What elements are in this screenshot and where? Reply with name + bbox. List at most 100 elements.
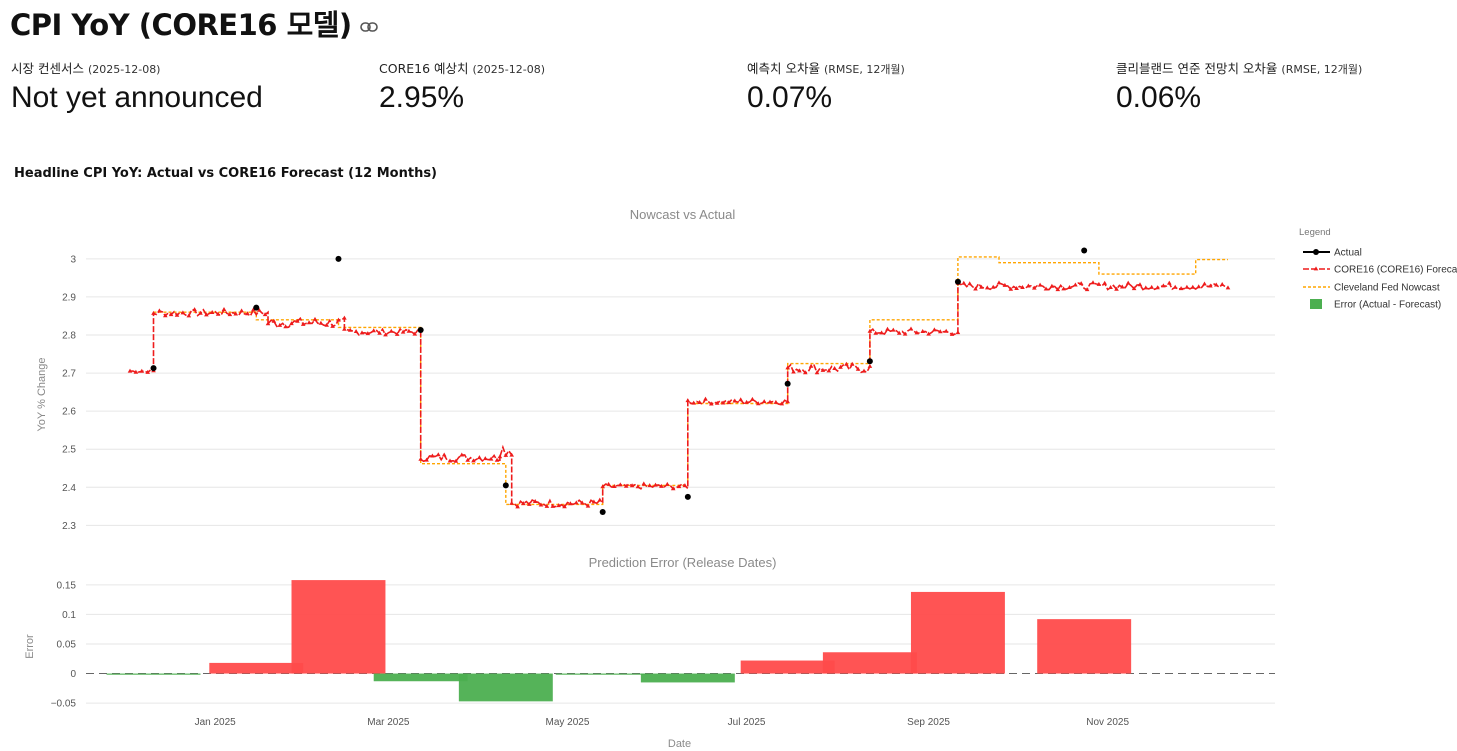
forecast-marker	[503, 452, 509, 457]
cpi-chart[interactable]: 2.3 2.4 2.5 2.6 2.7 2.8 2.9 3 −0.05 0 0.05 0.1 0.15 J…	[0, 191, 1457, 751]
error-bar	[740, 660, 835, 674]
error-bar	[822, 652, 917, 674]
y-tick-label: 2.6	[62, 407, 76, 418]
forecast-marker	[157, 308, 162, 313]
forecast-marker	[383, 332, 388, 337]
forecast-marker	[932, 327, 937, 332]
forecast-marker	[186, 313, 192, 318]
forecast-marker	[515, 504, 520, 509]
forecast-marker	[139, 368, 145, 373]
error-bar	[373, 673, 468, 682]
forecast-marker	[826, 368, 832, 373]
core16-forecast-line	[129, 281, 1229, 509]
x-tick-label: Mar 2025	[367, 717, 410, 728]
error-bar	[291, 580, 386, 674]
forecast-marker	[1219, 282, 1225, 286]
actual-point	[417, 327, 424, 334]
forecast-marker	[371, 328, 376, 333]
forecast-marker	[1073, 282, 1078, 287]
error-bar	[106, 673, 201, 675]
forecast-marker	[726, 400, 732, 405]
forecast-marker	[691, 400, 696, 405]
forecast-marker	[556, 503, 561, 508]
forecast-marker	[453, 458, 459, 463]
forecast-marker	[1008, 286, 1014, 291]
forecast-marker	[1043, 286, 1049, 291]
forecast-marker	[233, 311, 238, 316]
legend-item-label: Error (Actual - Forecast)	[1334, 300, 1441, 311]
forecast-marker	[1125, 280, 1131, 285]
forecast-marker	[574, 500, 579, 505]
y-tick-label: 2.7	[62, 369, 76, 380]
forecast-marker	[295, 318, 300, 323]
forecast-marker	[1131, 286, 1137, 291]
forecast-marker	[418, 456, 423, 461]
forecast-marker	[239, 308, 244, 313]
forecast-marker	[353, 329, 359, 333]
forecast-marker	[459, 452, 465, 457]
forecast-marker	[1078, 281, 1084, 286]
forecast-marker	[623, 483, 629, 488]
x-tick-label: Sep 2025	[907, 717, 950, 728]
forecast-marker	[1096, 281, 1102, 286]
metric-label: 시장 컨센서스 (2025-12-08)	[11, 61, 161, 76]
metric-label: CORE16 예상치 (2025-12-08)	[379, 61, 546, 76]
forecast-marker	[318, 320, 324, 325]
forecast-marker	[709, 401, 714, 406]
forecast-marker	[435, 452, 441, 457]
forecast-marker	[1172, 284, 1178, 289]
forecast-marker	[659, 483, 664, 488]
legend-swatch	[1310, 299, 1322, 309]
forecast-marker	[685, 398, 691, 403]
actual-point	[684, 493, 691, 500]
forecast-marker	[838, 364, 843, 369]
forecast-marker	[697, 400, 702, 404]
forecast-marker	[1161, 283, 1166, 288]
forecast-marker	[271, 318, 277, 323]
y-tick-label: 0.1	[62, 610, 76, 621]
error-bar	[458, 673, 553, 702]
forecast-marker	[400, 329, 406, 334]
forecast-marker	[1178, 286, 1184, 291]
y-tick-label: 0	[70, 669, 76, 680]
forecast-marker	[949, 331, 955, 336]
forecast-marker	[538, 502, 544, 507]
actual-point	[784, 380, 791, 387]
forecast-marker	[612, 484, 617, 488]
y-tick-label: 2.9	[62, 292, 76, 303]
forecast-marker	[215, 311, 221, 316]
forecast-marker	[359, 330, 365, 335]
forecast-marker	[785, 365, 790, 370]
forecast-marker	[1108, 285, 1113, 289]
forecast-marker	[885, 326, 890, 331]
forecast-marker	[509, 500, 514, 505]
link-icon[interactable]	[359, 21, 378, 33]
chart-title: Prediction Error (Release Dates)	[589, 555, 777, 570]
x-tick-label: Nov 2025	[1086, 717, 1129, 728]
forecast-marker	[849, 361, 855, 366]
y-tick-label: 2.3	[62, 521, 76, 532]
forecast-marker	[618, 482, 623, 487]
forecast-marker	[532, 499, 538, 503]
metric-label: 클리블랜드 연준 전망치 오차율 (RMSE, 12개월)	[1116, 61, 1363, 76]
forecast-marker	[163, 313, 168, 318]
forecast-marker	[641, 481, 647, 486]
forecast-marker	[785, 399, 790, 404]
forecast-marker	[347, 327, 353, 332]
forecast-marker	[665, 481, 670, 486]
forecast-marker	[336, 317, 341, 322]
y-tick-label: 0.15	[57, 580, 77, 591]
forecast-marker	[750, 396, 755, 401]
forecast-marker	[1114, 286, 1119, 291]
forecast-marker	[985, 285, 990, 290]
forecast-marker	[1002, 282, 1008, 287]
forecast-marker	[938, 329, 943, 334]
legend-swatch	[1313, 249, 1319, 255]
forecast-marker	[814, 370, 820, 375]
forecast-marker	[832, 366, 837, 370]
metric-consensus: 시장 컨센서스 (2025-12-08) Not yet announced	[11, 58, 263, 115]
forecast-marker	[477, 455, 482, 460]
forecast-marker	[1102, 280, 1107, 285]
y-tick-label: 3	[70, 254, 76, 265]
forecast-marker	[896, 330, 902, 335]
